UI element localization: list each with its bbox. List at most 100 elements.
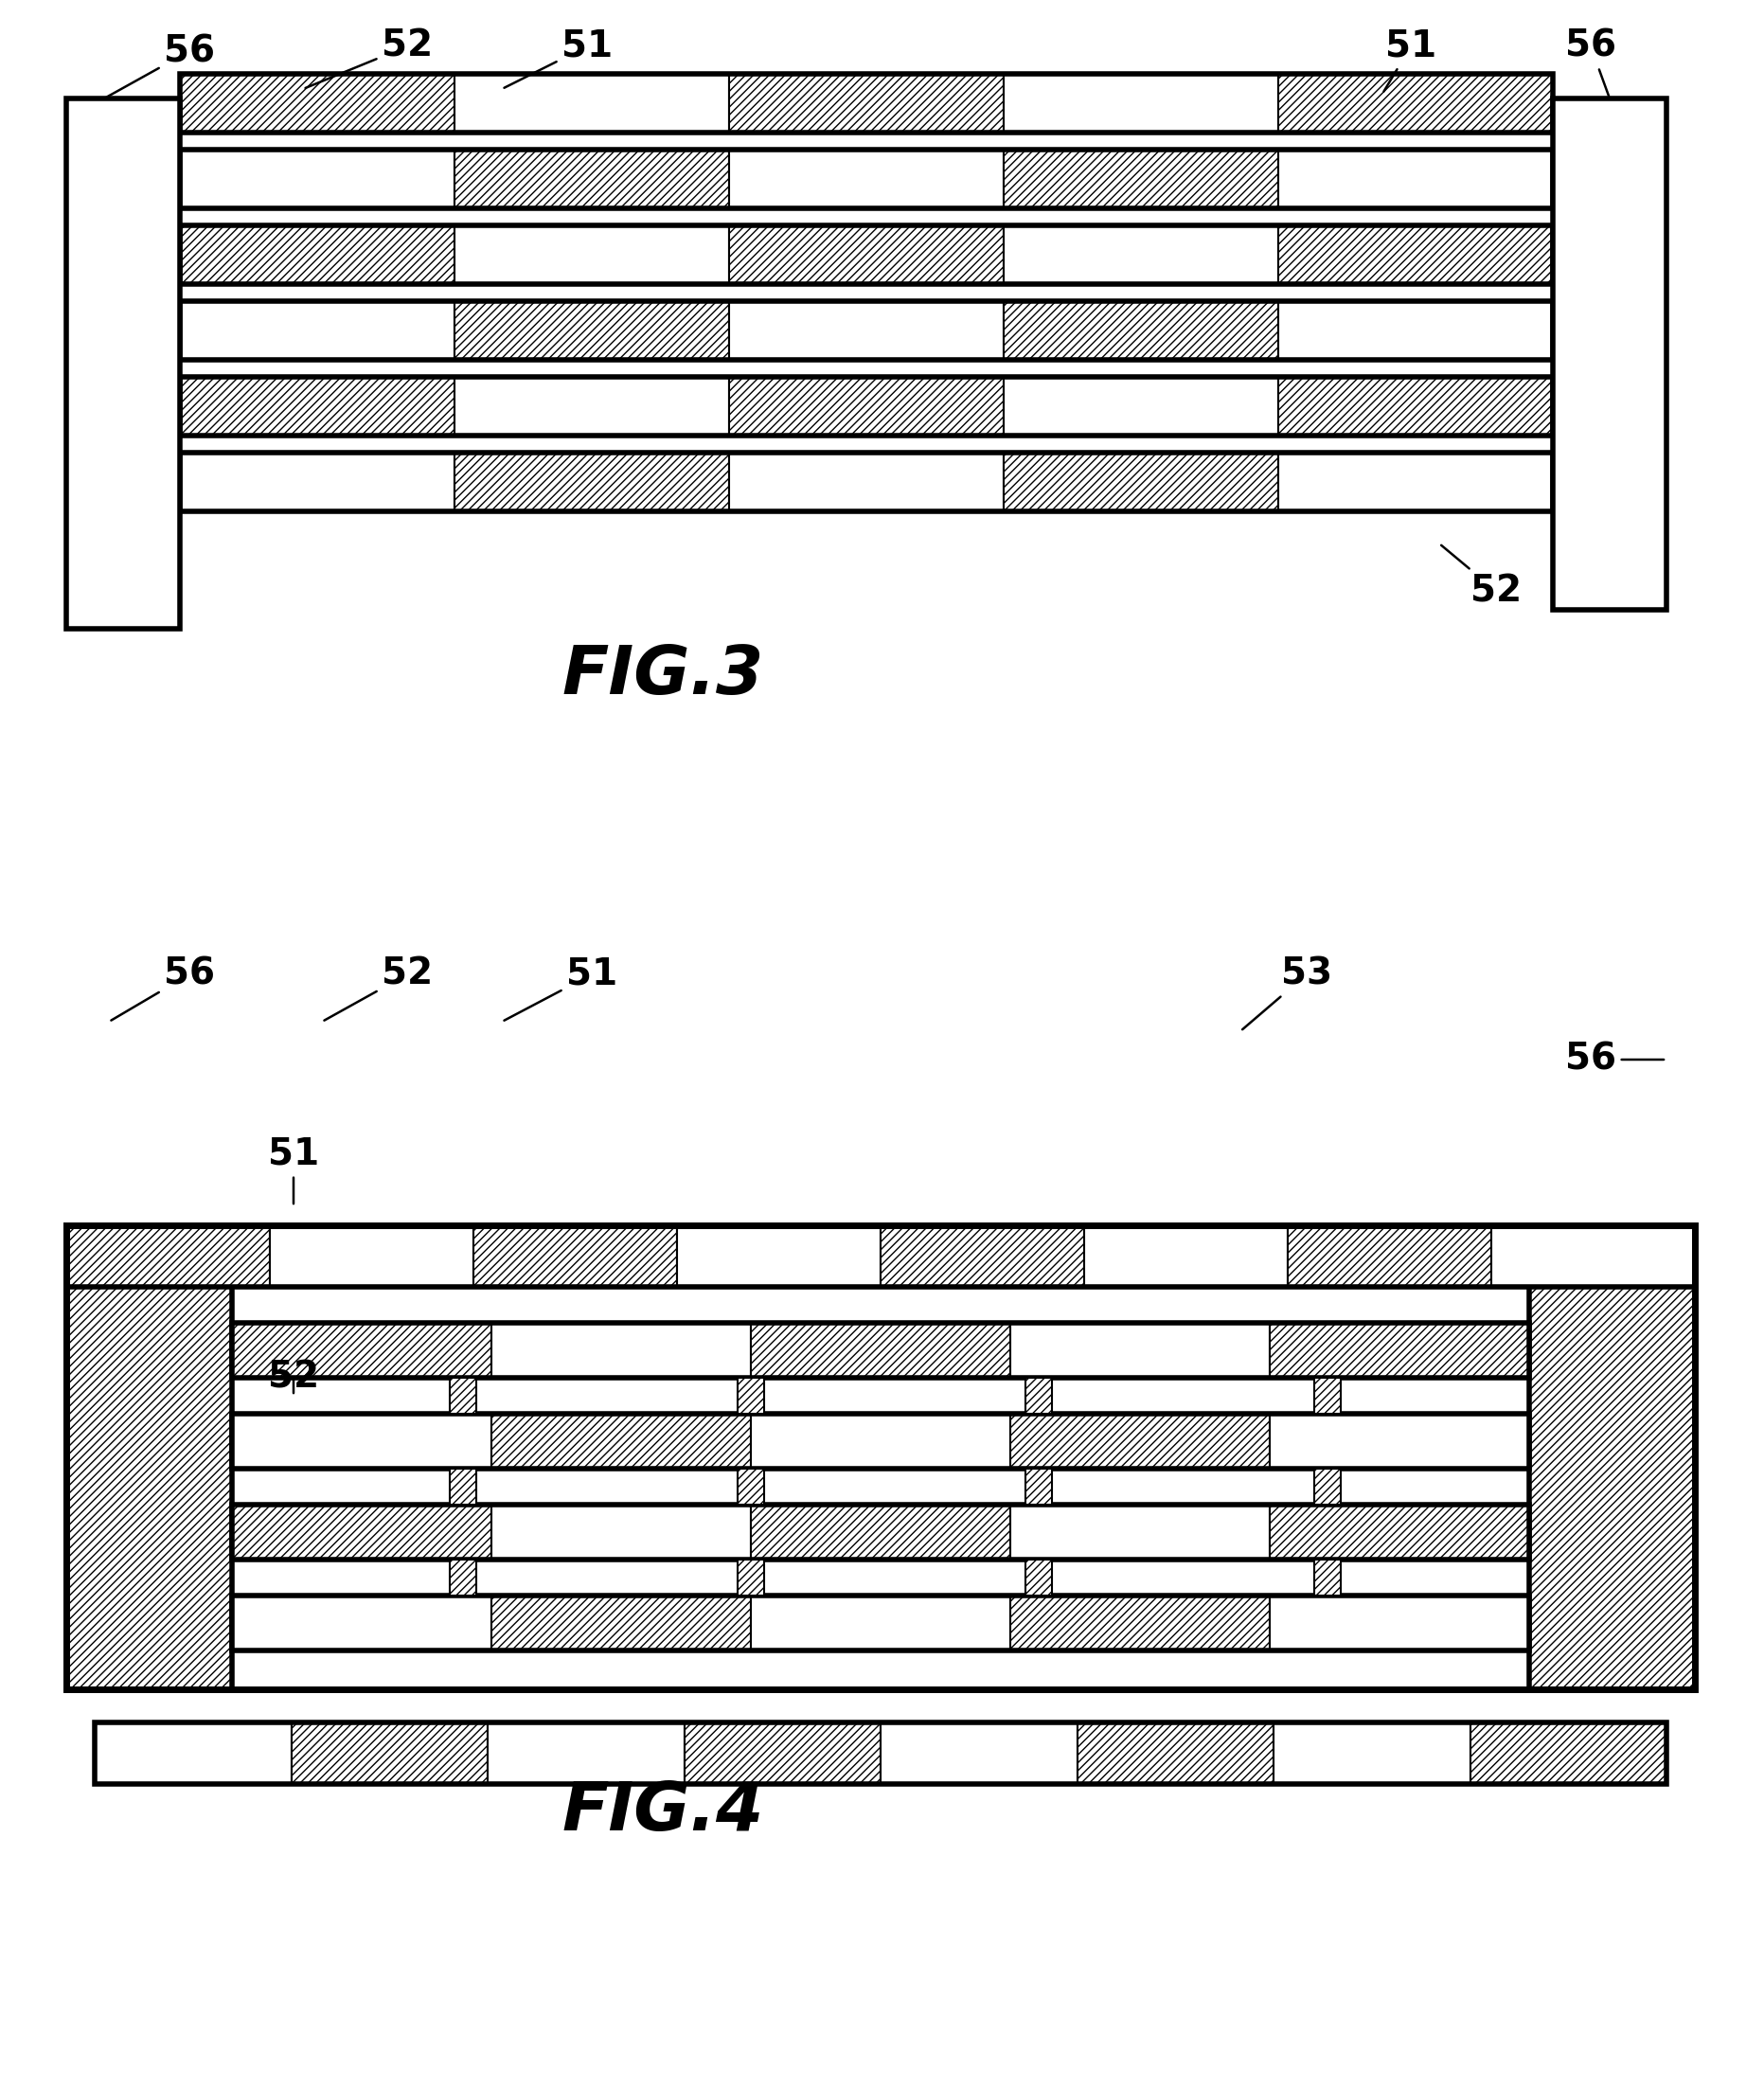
Bar (880, 1722, 1078, 1784)
Bar (1004, 73, 1279, 134)
Bar (487, 1722, 684, 1784)
Bar (455, 378, 729, 436)
Bar (180, 378, 1552, 436)
Bar (729, 378, 1004, 436)
Bar (1491, 1225, 1695, 1288)
Bar (95, 1722, 291, 1784)
Bar (1274, 1722, 1469, 1784)
Bar (1270, 1505, 1529, 1559)
Bar (291, 1722, 487, 1784)
Bar (1027, 1559, 1053, 1597)
Text: 56: 56 (111, 956, 215, 1021)
Bar (1004, 301, 1279, 359)
Text: 51: 51 (268, 1135, 319, 1204)
Bar (1004, 453, 1279, 511)
Bar (1078, 1722, 1274, 1784)
Bar (455, 150, 729, 209)
Bar (180, 73, 455, 134)
Bar (473, 1225, 677, 1288)
Bar (684, 1722, 880, 1784)
Bar (233, 1323, 492, 1377)
Bar (180, 225, 1552, 284)
Bar (492, 1505, 751, 1559)
Bar (1314, 1377, 1341, 1413)
Bar (729, 225, 1004, 284)
Bar (270, 1225, 473, 1288)
Bar (180, 150, 455, 209)
Bar (233, 1505, 492, 1559)
Text: 52: 52 (305, 29, 432, 88)
Bar (450, 1469, 476, 1505)
Bar (880, 1225, 1085, 1288)
Bar (180, 301, 455, 359)
Bar (1279, 225, 1552, 284)
Bar (492, 1323, 751, 1377)
Bar (455, 453, 729, 511)
Text: 56: 56 (1565, 29, 1616, 96)
Text: FIG.3: FIG.3 (563, 643, 764, 710)
Bar (180, 453, 1552, 511)
Bar (1529, 1225, 1695, 1688)
Text: 51: 51 (505, 956, 617, 1021)
Text: 53: 53 (1242, 956, 1332, 1029)
Bar (729, 150, 1004, 209)
Bar (492, 1413, 751, 1469)
Bar (1011, 1413, 1270, 1469)
Bar (1314, 1469, 1341, 1505)
Text: 52: 52 (325, 956, 432, 1021)
Bar (751, 1597, 1011, 1651)
Bar (737, 1559, 764, 1597)
Bar (67, 1225, 270, 1288)
Bar (1270, 1413, 1529, 1469)
Bar (67, 1225, 233, 1688)
Bar (1279, 73, 1552, 134)
Bar (1004, 150, 1279, 209)
Text: FIG.4: FIG.4 (563, 1780, 764, 1845)
Bar (180, 150, 1552, 209)
Text: 52: 52 (268, 1359, 319, 1394)
Text: 51: 51 (1383, 29, 1436, 92)
Bar (737, 1469, 764, 1505)
Bar (751, 1505, 1011, 1559)
Bar (1270, 1597, 1529, 1651)
Bar (455, 73, 729, 134)
Bar (492, 1597, 751, 1651)
Bar (455, 301, 729, 359)
Bar (1004, 378, 1279, 436)
Bar (233, 1597, 1529, 1651)
Bar (751, 1323, 1011, 1377)
Bar (1011, 1505, 1270, 1559)
Bar (1279, 453, 1552, 511)
Bar (180, 378, 455, 436)
Bar (450, 1377, 476, 1413)
Bar (1288, 1225, 1491, 1288)
Bar (455, 225, 729, 284)
Bar (1085, 1225, 1288, 1288)
Bar (1279, 150, 1552, 209)
Bar (67, 98, 180, 628)
Bar (1552, 98, 1667, 609)
Bar (1314, 1559, 1341, 1597)
Text: 56: 56 (106, 33, 215, 98)
Bar (67, 1225, 1695, 1288)
Bar (180, 73, 1552, 134)
Text: 52: 52 (1441, 545, 1522, 609)
Bar (729, 73, 1004, 134)
Bar (1011, 1323, 1270, 1377)
Bar (180, 301, 1552, 359)
Bar (1027, 1377, 1053, 1413)
Bar (233, 1505, 1529, 1559)
Bar (180, 453, 455, 511)
Bar (95, 1722, 1667, 1784)
Bar (67, 1225, 1695, 1688)
Bar (1469, 1722, 1667, 1784)
Bar (1027, 1469, 1053, 1505)
Bar (233, 1597, 492, 1651)
Bar (180, 225, 455, 284)
Bar (729, 453, 1004, 511)
Bar (233, 1413, 1529, 1469)
Bar (1011, 1597, 1270, 1651)
Bar (737, 1377, 764, 1413)
Bar (450, 1559, 476, 1597)
Text: 56: 56 (1565, 1041, 1663, 1077)
